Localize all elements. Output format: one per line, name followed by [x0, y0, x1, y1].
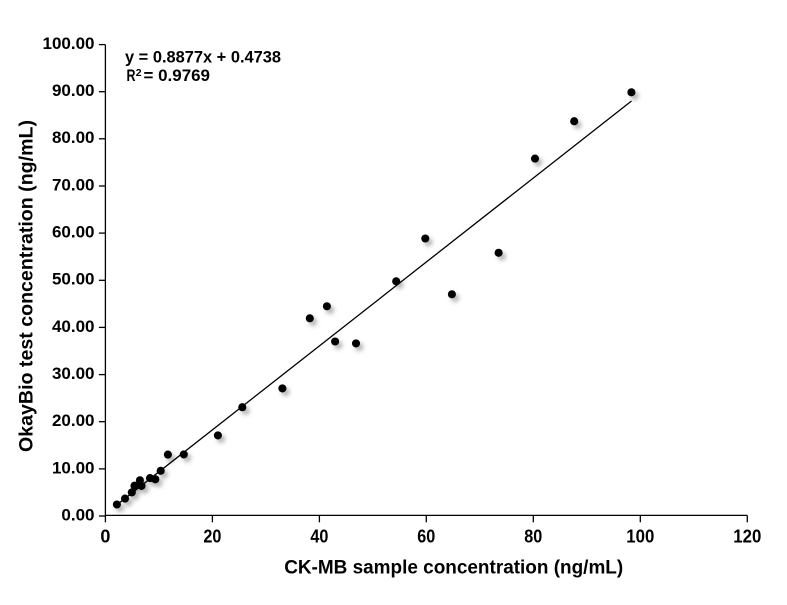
svg-text:90.00: 90.00 — [52, 81, 95, 100]
svg-text:10.00: 10.00 — [52, 458, 95, 477]
svg-text:120: 120 — [733, 526, 761, 546]
svg-text:30.00: 30.00 — [52, 364, 95, 383]
svg-text:60.00: 60.00 — [52, 223, 95, 242]
svg-text:60: 60 — [417, 526, 435, 546]
svg-text:100: 100 — [626, 526, 654, 546]
svg-text:70.00: 70.00 — [52, 175, 95, 194]
svg-text:20: 20 — [203, 526, 221, 546]
svg-text:80: 80 — [524, 526, 542, 546]
svg-text:0: 0 — [100, 526, 110, 546]
svg-text:= 0.9769: = 0.9769 — [144, 66, 211, 85]
svg-text:100.00: 100.00 — [43, 34, 95, 53]
svg-text:0.00: 0.00 — [61, 505, 94, 524]
svg-text:R: R — [127, 66, 136, 85]
svg-text:OkayBio test concentration (ng: OkayBio test concentration (ng/mL) — [17, 120, 38, 452]
svg-text:y = 0.8877x + 0.4738: y = 0.8877x + 0.4738 — [125, 47, 281, 66]
svg-text:80.00: 80.00 — [52, 128, 95, 147]
svg-text:50.00: 50.00 — [52, 270, 95, 289]
svg-text:40.00: 40.00 — [52, 317, 95, 336]
svg-text:CK-MB sample concentration (ng: CK-MB sample concentration (ng/mL) — [284, 558, 623, 579]
svg-text:2: 2 — [136, 67, 142, 79]
svg-text:20.00: 20.00 — [52, 411, 95, 430]
svg-text:40: 40 — [310, 526, 328, 546]
